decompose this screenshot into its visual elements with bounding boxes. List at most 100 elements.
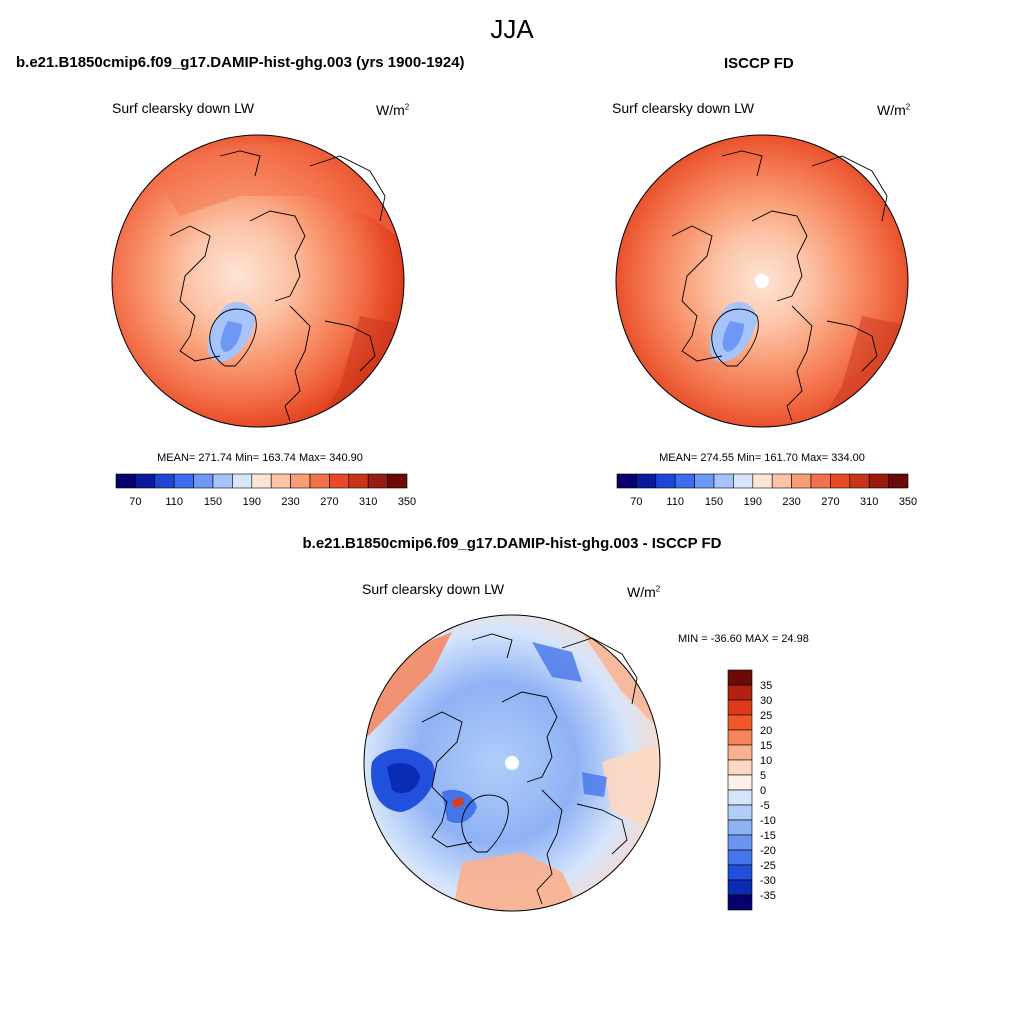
diff-colorbar: 35 30 25 20 15 10 5 0 -5 -10 -15 -20 -25 -30 -35 <box>727 669 776 911</box>
colorbar-swatch <box>387 473 408 489</box>
panel1-polar-map <box>111 134 405 428</box>
colorbar-tick-label: 110 <box>165 496 183 508</box>
colorbar-tick-label: 190 <box>243 496 261 508</box>
colorbar-swatch <box>727 759 753 776</box>
diff-variable-label: Surf clearsky down LW <box>362 581 505 597</box>
colorbar-swatch <box>849 473 870 489</box>
colorbar-tick-label: 310 <box>359 496 377 508</box>
panel2-stats: MEAN= 274.55 Min= 161.70 Max= 334.00 <box>659 452 865 464</box>
panel1-stats-wrap: MEAN= 271.74 Min= 163.74 Max= 340.90 <box>110 452 410 464</box>
panel2-title: ISCCP FD <box>724 55 794 72</box>
colorbar-swatch <box>270 473 291 489</box>
season-title: JJA <box>490 14 534 44</box>
colorbar-swatch <box>290 473 311 489</box>
colorbar-swatch <box>727 804 753 821</box>
colorbar-swatch <box>251 473 272 489</box>
colorbar-swatch <box>135 473 156 489</box>
colorbar-tick-label: 310 <box>860 496 878 508</box>
colorbar-swatch <box>655 473 676 489</box>
colorbar-swatch <box>713 473 734 489</box>
panel1-stats: MEAN= 271.74 Min= 163.74 Max= 340.90 <box>157 452 363 464</box>
colorbar-tick-label: 15 <box>760 740 772 752</box>
colorbar-tick-label: 0 <box>760 785 766 797</box>
colorbar-tick-label: 70 <box>129 496 141 508</box>
panel2-units: W/m2 <box>877 102 911 118</box>
colorbar-tick-label: -30 <box>760 875 776 887</box>
colorbar-swatch <box>694 473 715 489</box>
diff-map-boundary <box>363 614 661 912</box>
diff-title: b.e21.B1850cmip6.f09_g17.DAMIP-hist-ghg.… <box>302 535 722 552</box>
colorbar-swatch <box>727 819 753 836</box>
colorbar-swatch <box>752 473 773 489</box>
colorbar-swatch <box>232 473 253 489</box>
colorbar-tick-label: 150 <box>204 496 222 508</box>
colorbar-swatch <box>888 473 909 489</box>
colorbar-swatch <box>173 473 194 489</box>
colorbar-tick-label: -35 <box>760 890 776 902</box>
colorbar-tick-label: 70 <box>630 496 642 508</box>
diff-coastlines <box>421 633 638 905</box>
panel1-title: b.e21.B1850cmip6.f09_g17.DAMIP-hist-ghg.… <box>16 54 465 71</box>
colorbar-swatch <box>727 894 753 911</box>
panel2-polar-map <box>615 134 909 428</box>
colorbar-swatch <box>791 473 812 489</box>
colorbar-swatch <box>212 473 233 489</box>
colorbar-tick-label: 230 <box>782 496 800 508</box>
colorbar-swatch <box>733 473 754 489</box>
colorbar-swatch <box>830 473 851 489</box>
colorbar-tick-label: -15 <box>760 830 776 842</box>
colorbar-swatch <box>329 473 350 489</box>
panel2-colorbar: 70 110 150 190 230 270 310 350 <box>616 473 917 508</box>
colorbar-tick-label: 30 <box>760 695 772 707</box>
colorbar-tick-label: -10 <box>760 815 776 827</box>
colorbar-swatch <box>727 864 753 881</box>
colorbar-swatch <box>727 744 753 761</box>
colorbar-swatch <box>727 879 753 896</box>
colorbar-swatch <box>727 669 753 686</box>
colorbar-swatch <box>771 473 792 489</box>
colorbar-tick-label: 150 <box>705 496 723 508</box>
colorbar-swatch <box>727 684 753 701</box>
panel1-colorbar: 70 110 150 190 230 270 310 350 <box>115 473 416 508</box>
colorbar-tick-label: 350 <box>899 496 917 508</box>
panel2-map-boundary <box>615 134 909 428</box>
diff-minmax: MIN = -36.60 MAX = 24.98 <box>678 633 809 645</box>
colorbar-swatch <box>727 714 753 731</box>
colorbar-swatch <box>727 699 753 716</box>
colorbar-tick-label: 190 <box>744 496 762 508</box>
panel1-map-boundary <box>111 134 405 428</box>
panel1-units: W/m2 <box>376 102 410 118</box>
diff-pole-gap <box>505 756 519 770</box>
colorbar-swatch <box>727 849 753 866</box>
colorbar-swatch <box>727 789 753 806</box>
colorbar-tick-label: -5 <box>760 800 770 812</box>
colorbar-swatch <box>348 473 369 489</box>
colorbar-tick-label: 270 <box>821 496 839 508</box>
colorbar-swatch <box>636 473 657 489</box>
colorbar-tick-label: -25 <box>760 860 776 872</box>
colorbar-swatch <box>367 473 388 489</box>
panel2-variable-label: Surf clearsky down LW <box>612 100 755 116</box>
colorbar-tick-label: 20 <box>760 725 772 737</box>
colorbar-tick-label: 35 <box>760 680 772 692</box>
colorbar-swatch <box>810 473 831 489</box>
panel2-pole-gap <box>755 274 769 288</box>
colorbar-swatch <box>868 473 889 489</box>
colorbar-tick-label: 25 <box>760 710 772 722</box>
colorbar-tick-label: 270 <box>320 496 338 508</box>
panel2-coastlines <box>671 150 888 422</box>
colorbar-swatch <box>727 834 753 851</box>
colorbar-swatch <box>727 729 753 746</box>
colorbar-tick-label: 110 <box>666 496 684 508</box>
colorbar-tick-label: -20 <box>760 845 776 857</box>
colorbar-tick-label: 10 <box>760 755 772 767</box>
colorbar-tick-label: 5 <box>760 770 766 782</box>
colorbar-swatch <box>674 473 695 489</box>
colorbar-tick-label: 350 <box>398 496 416 508</box>
diff-units: W/m2 <box>627 584 661 600</box>
colorbar-tick-label: 230 <box>281 496 299 508</box>
colorbar-swatch <box>154 473 175 489</box>
diff-polar-map <box>363 614 661 912</box>
colorbar-swatch <box>616 473 637 489</box>
colorbar-swatch <box>193 473 214 489</box>
